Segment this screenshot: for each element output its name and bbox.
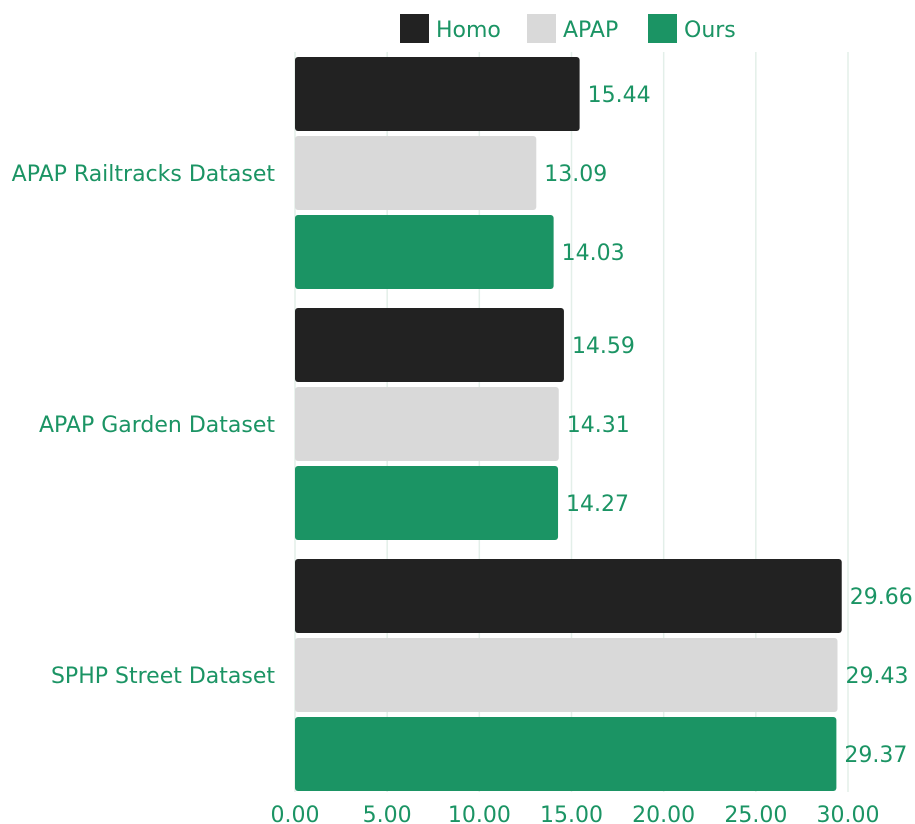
legend-label-ours: Ours	[684, 18, 736, 43]
value-label: 13.09	[544, 162, 607, 187]
category-label: APAP Garden Dataset	[39, 413, 275, 438]
legend-swatch-ours	[648, 14, 677, 43]
bar-homo	[295, 308, 564, 382]
x-tick-label: 10.00	[448, 803, 511, 824]
value-label: 29.66	[850, 585, 913, 610]
x-tick-label: 20.00	[632, 803, 695, 824]
value-label: 14.59	[572, 334, 635, 359]
value-label: 14.27	[566, 492, 629, 517]
x-tick-label: 0.00	[271, 803, 320, 824]
x-tick-label: 25.00	[724, 803, 787, 824]
value-label: 14.31	[567, 413, 630, 438]
legend-swatch-apap	[527, 14, 556, 43]
legend-label-apap: APAP	[563, 18, 618, 43]
bar-ours	[295, 466, 559, 540]
category-label: APAP Railtracks Dataset	[12, 162, 276, 187]
value-labels: 15.44 13.09 14.03 14.59 14.31 14.27 29.66 29.43…	[544, 83, 912, 768]
x-tick-label: 30.00	[817, 803, 880, 824]
x-axis-tick-labels: 0.00 5.00 10.00 15.00 20.00 25.00 30.00	[271, 803, 880, 824]
bar-homo	[295, 559, 842, 633]
value-label: 29.37	[844, 743, 907, 768]
legend-label-homo: Homo	[436, 18, 501, 43]
x-tick-label: 15.00	[540, 803, 603, 824]
legend-swatch-homo	[400, 14, 429, 43]
bar-ours	[295, 215, 554, 289]
bar-apap	[295, 136, 537, 210]
bar-apap	[295, 638, 838, 712]
bar-apap	[295, 387, 559, 461]
value-label: 14.03	[562, 241, 625, 266]
bars	[295, 57, 842, 791]
category-labels: APAP Railtracks Dataset APAP Garden Datas…	[12, 162, 276, 689]
category-label: SPHP Street Dataset	[51, 664, 275, 689]
bar-homo	[295, 57, 580, 131]
legend: Homo APAP Ours	[400, 14, 736, 43]
x-tick-label: 5.00	[363, 803, 412, 824]
value-label: 29.43	[845, 664, 908, 689]
value-label: 15.44	[588, 83, 651, 108]
bar-ours	[295, 717, 837, 791]
